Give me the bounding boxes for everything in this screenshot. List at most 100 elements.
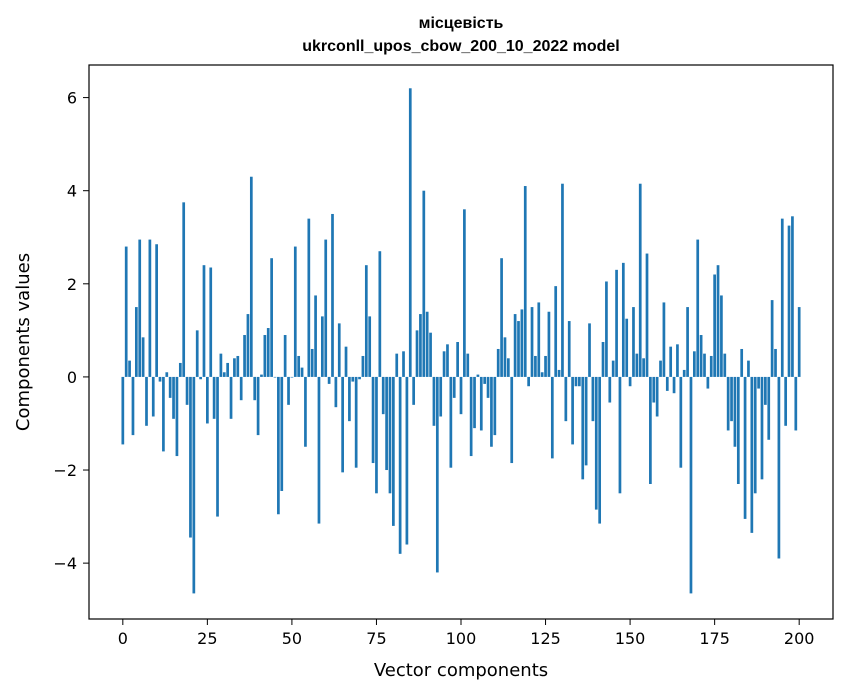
bar [784,376,788,426]
bar [605,281,608,377]
bar [747,360,750,377]
bar [175,376,179,457]
bar [354,376,358,468]
bar [703,353,706,377]
chart-title-line1: місцевість [419,15,504,32]
bar [141,337,145,377]
bar [517,321,520,377]
bar [574,376,578,387]
y-tick-label: 2 [67,275,77,294]
bar [544,355,547,377]
bar [348,376,351,422]
bar [236,355,240,377]
bar [561,183,564,377]
bar [124,246,128,377]
bar [615,269,618,377]
bar [655,376,659,417]
bar [327,376,331,384]
y-axis-label: Components values [13,253,34,431]
bar [452,376,456,398]
bar [692,351,696,377]
bar [791,216,794,377]
bar [510,376,514,464]
bar [293,246,297,377]
bar [588,323,591,377]
bar [283,335,287,377]
bar [334,376,338,408]
bar [787,225,791,377]
bar [696,239,700,377]
bar [277,376,280,515]
bar [652,376,656,403]
bar [151,376,155,417]
bar [408,88,412,377]
bar [794,376,798,431]
bar [686,307,689,377]
bar [554,286,558,377]
bar [358,376,361,380]
bar [632,307,635,377]
bar [591,376,595,422]
bar [300,367,304,377]
bar [273,376,277,378]
bar [706,376,710,389]
y-tick-label: 6 [67,89,77,108]
bar [337,323,341,377]
bar [777,376,781,559]
x-axis-label: Vector components [374,660,548,681]
bar [550,376,554,459]
bar [158,376,162,382]
bar [226,362,230,377]
bar [148,239,152,377]
bar [767,376,771,440]
bar [246,314,250,377]
bar [138,239,142,377]
bar [466,353,470,377]
bar [479,376,483,431]
bar [780,218,784,377]
bar [733,376,737,447]
bar [503,337,507,377]
bar [537,302,541,377]
bar [713,274,716,377]
bar [371,376,375,464]
x-tick-label: 25 [197,629,217,648]
bar [229,376,233,419]
bar [131,376,135,436]
bar [446,344,449,377]
bar [598,376,602,524]
bar [402,351,405,377]
bar [476,374,480,377]
x-tick-label: 50 [282,629,302,648]
bar [182,202,186,377]
bar [361,355,365,377]
bar [415,330,419,377]
bar [385,376,388,471]
bar [185,376,189,405]
bar [547,311,551,377]
bar [425,311,429,377]
bar [567,321,571,377]
bar [659,360,662,377]
bar [540,372,544,377]
y-axis-ticks: −4 −2 0 2 4 6 [53,89,89,573]
bar [513,314,517,377]
bar [594,376,598,510]
bar [469,376,473,457]
bar [564,376,568,422]
bar [676,344,679,377]
bar [189,376,192,538]
bar [253,376,257,401]
plot-frame [88,64,834,620]
bar [398,376,402,554]
bar [672,376,676,394]
bar [155,244,158,377]
bar [216,376,219,517]
bar [493,376,497,436]
bar [635,353,639,377]
bar [405,376,409,545]
x-tick-label: 200 [784,629,815,648]
bar [307,218,311,377]
bar [736,376,740,484]
bar [121,376,125,445]
